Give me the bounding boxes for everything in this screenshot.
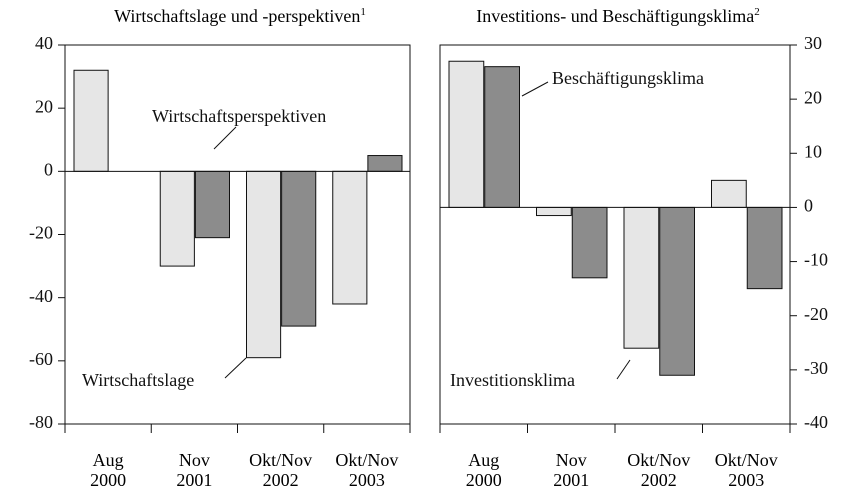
annotation: Investitionsklima <box>450 370 575 390</box>
chart-title: Wirtschaftslage und -perspektiven1 <box>114 6 366 27</box>
bar <box>246 170 282 359</box>
bar <box>332 170 368 305</box>
bar <box>159 170 195 267</box>
bar <box>659 206 695 376</box>
title-text: Investitions- und Beschäftigungsklima <box>476 6 755 26</box>
bar <box>623 206 660 349</box>
annotation: Beschäftigungsklima <box>552 68 704 88</box>
chart-title: Investitions- und Beschäftigungsklima2 <box>476 6 759 27</box>
x-tick-label: Okt/Nov 2002 <box>249 450 313 490</box>
leader-line <box>224 357 247 379</box>
x-tick-label: Okt/Nov 2003 <box>714 450 778 490</box>
bar <box>571 206 608 279</box>
bar <box>536 206 572 217</box>
y-tick-label: 10 <box>804 141 822 161</box>
y-tick-label: -30 <box>804 358 828 378</box>
y-tick-label: -40 <box>29 286 53 306</box>
leader-line <box>213 126 237 150</box>
title-note: 2 <box>754 6 760 18</box>
x-tick-label: Aug 2000 <box>465 450 502 490</box>
leader-line <box>616 359 631 380</box>
bar <box>73 69 109 172</box>
x-tick-label: Okt/Nov 2003 <box>335 450 399 490</box>
y-tick-label: 20 <box>35 96 53 116</box>
annotation: Wirtschaftsperspektiven <box>152 106 326 126</box>
x-tick-label: Aug 2000 <box>90 450 127 490</box>
y-tick-label: -60 <box>29 349 53 369</box>
y-tick-label: -10 <box>804 250 828 270</box>
x-tick-label: Nov 2001 <box>176 450 213 490</box>
y-tick-label: -80 <box>29 412 53 432</box>
x-tick-label: Okt/Nov 2002 <box>627 450 691 490</box>
y-tick-label: 40 <box>35 33 53 53</box>
title-text: Wirtschaftslage und -perspektiven <box>114 6 361 26</box>
y-tick-label: -20 <box>804 304 828 324</box>
bar <box>484 66 520 208</box>
y-tick-label: 20 <box>804 87 822 107</box>
bar <box>367 155 403 172</box>
x-tick-label: Nov 2001 <box>553 450 590 490</box>
bar <box>194 170 230 239</box>
y-tick-label: -40 <box>804 412 828 432</box>
y-tick-label: 30 <box>804 33 822 53</box>
title-note: 1 <box>360 6 366 18</box>
bar <box>711 179 747 208</box>
y-tick-label: 0 <box>804 196 813 216</box>
annotation: Wirtschaftslage <box>82 370 194 390</box>
y-tick-label: -20 <box>29 223 53 243</box>
y-tick-label: 0 <box>44 159 53 179</box>
bar <box>448 60 485 208</box>
bar <box>281 170 317 327</box>
leader-line <box>521 81 549 97</box>
bar <box>746 206 783 290</box>
